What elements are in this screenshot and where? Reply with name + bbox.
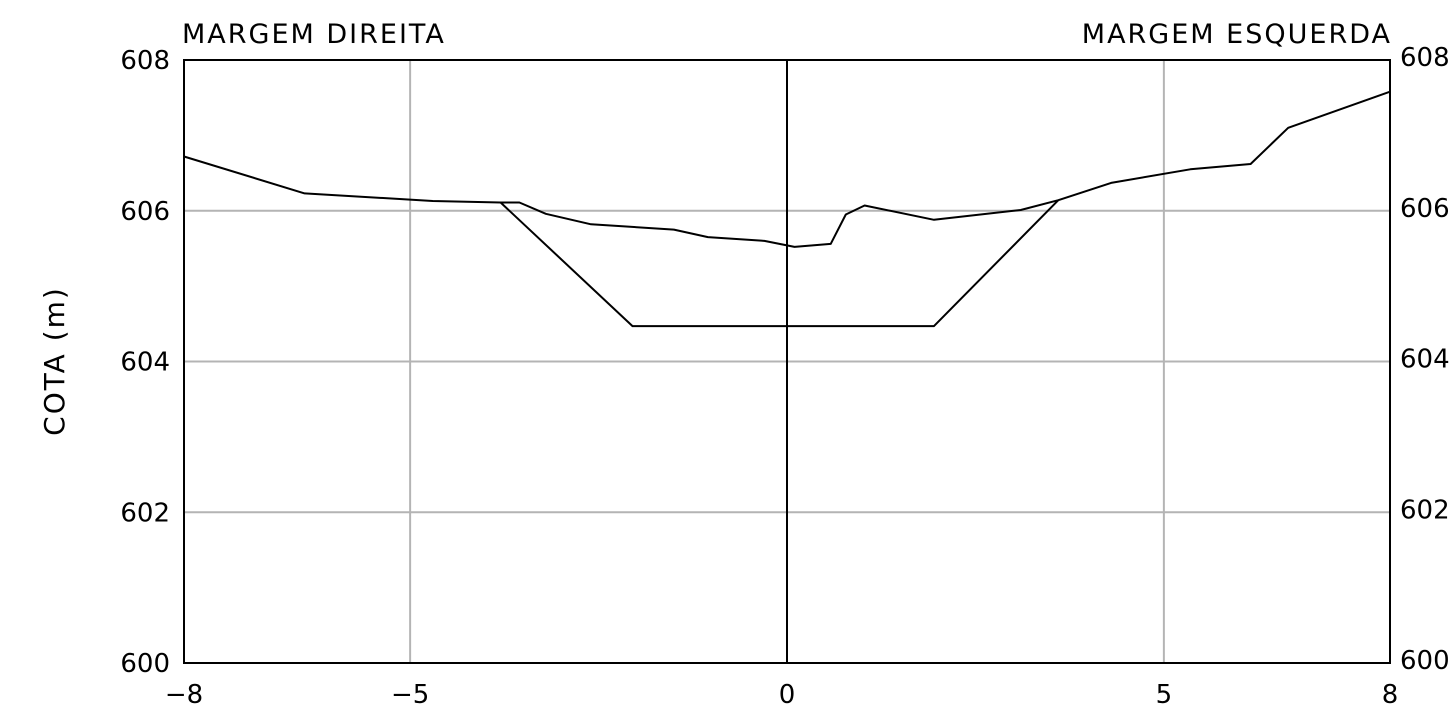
- y-tick-label-right: 602: [1400, 495, 1450, 525]
- plot-frame: [183, 59, 1391, 664]
- x-tick-label: −8: [165, 680, 203, 710]
- y-tick-label-right: 608: [1400, 43, 1450, 73]
- margin-esquerda-label: MARGEM ESQUERDA: [1082, 19, 1392, 50]
- terrain-profile-line: [183, 90, 1391, 248]
- y-tick-label-left: 608: [120, 46, 170, 76]
- margin-direita-label: MARGEM DIREITA: [182, 19, 446, 50]
- y-tick-label-left: 606: [120, 197, 170, 227]
- y-tick-label-right: 604: [1400, 345, 1450, 375]
- channel-design-line: [499, 199, 1060, 328]
- y-tick-label-right: 600: [1400, 646, 1450, 676]
- x-tick-label: 8: [1382, 680, 1399, 710]
- x-tick-label: 0: [779, 680, 796, 710]
- x-tick-label: −5: [391, 680, 429, 710]
- y-axis-label: COTA (m): [38, 286, 71, 436]
- y-tick-label-left: 604: [120, 348, 170, 378]
- x-tick-label: 5: [1156, 680, 1173, 710]
- y-tick-label-left: 600: [120, 649, 170, 679]
- y-tick-label-right: 606: [1400, 194, 1450, 224]
- series-layer: [183, 90, 1391, 328]
- y-tick-label-left: 602: [120, 498, 170, 528]
